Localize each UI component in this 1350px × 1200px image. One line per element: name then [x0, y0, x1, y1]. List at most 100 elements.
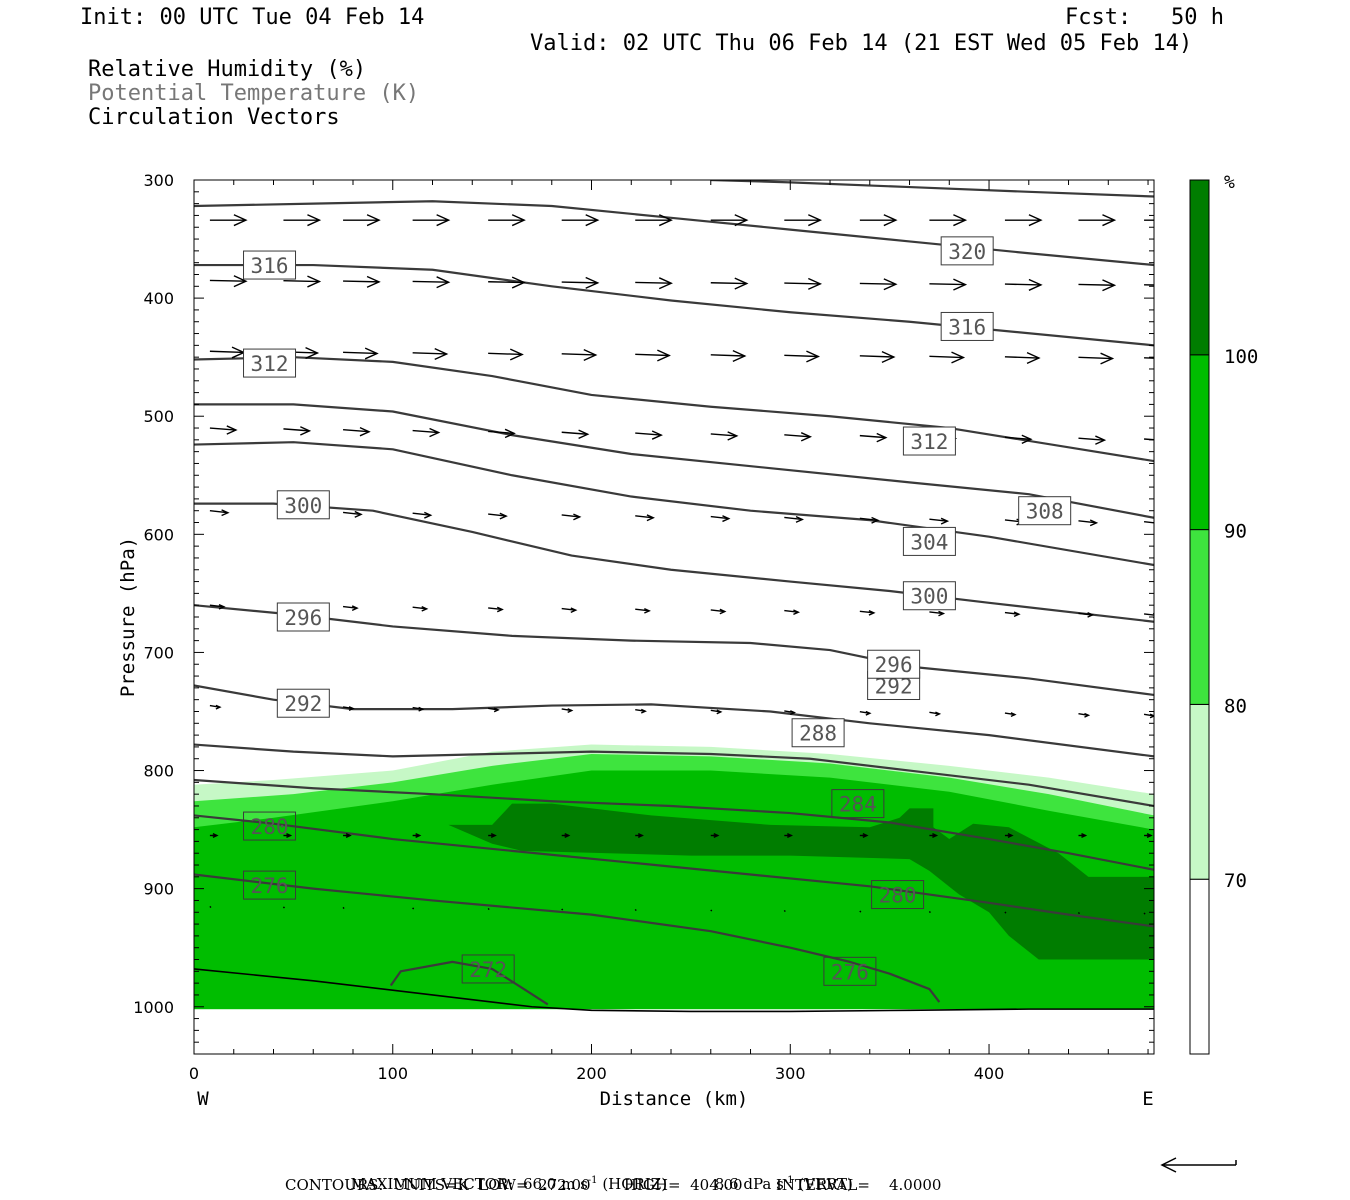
vector-head: [215, 704, 222, 710]
vector-head: [366, 275, 381, 288]
vector-head: [935, 711, 942, 717]
vector-head: [640, 708, 647, 714]
vector-head: [345, 833, 352, 838]
vector-head: [883, 278, 898, 291]
theta-label-text-292: 292: [284, 692, 322, 716]
vector-shaft: [635, 608, 650, 612]
vector-shaft: [282, 906, 285, 909]
vector-head: [434, 347, 449, 360]
vector-head: [429, 427, 441, 438]
vector-arrow: [1143, 912, 1146, 915]
theta-label-box-276: [823, 956, 877, 986]
theta-label-box-308: [1018, 496, 1072, 526]
vector-shaft: [412, 907, 415, 910]
vector-arrow: [784, 609, 801, 616]
vector-head: [212, 833, 219, 838]
theta-label-276: 276: [243, 870, 297, 900]
vector-head: [862, 833, 869, 838]
vector-arrow: [859, 278, 898, 291]
vector-arrow: [343, 426, 371, 437]
rh-fill-layer: [194, 744, 1154, 1010]
vector-shaft: [561, 908, 564, 911]
vector-arrow: [859, 610, 876, 616]
vector-arrow: [710, 909, 713, 912]
contours-footer: CONTOURS: UNITS=K LOW= 272.00 HIGH= 404.…: [285, 1176, 942, 1194]
vector-head: [953, 278, 968, 291]
theta-label-292: 292: [276, 688, 330, 718]
vector-arrow: [784, 710, 797, 716]
theta-label-300: 300: [902, 581, 956, 611]
theta-label-text-316: 316: [948, 315, 986, 339]
vector-head: [511, 276, 526, 289]
vector-head: [1102, 214, 1117, 227]
vector-arrow: [710, 515, 731, 523]
theta-contour-276: [194, 873, 941, 1003]
init-time: Init: 00 UTC Tue 04 Feb 14: [80, 5, 425, 30]
vector-head: [868, 610, 876, 616]
vector-arrow: [342, 605, 359, 611]
theta-contour-300: [194, 502, 1154, 623]
theta-label-text-272: 272: [469, 958, 507, 982]
vector-shaft: [1078, 612, 1093, 616]
vector-shaft: [859, 517, 878, 521]
vector-arrow: [710, 709, 723, 715]
vector-arrow: [283, 426, 312, 436]
y-tick-label-400: 400: [143, 289, 174, 308]
vector-shaft: [635, 281, 672, 284]
vector-head: [496, 606, 504, 613]
colorbar-unit: %: [1224, 172, 1235, 193]
vector-shaft: [635, 432, 662, 436]
vector-arrow: [710, 833, 720, 838]
vector-shaft: [209, 905, 212, 909]
vector-arrow: [1004, 214, 1043, 227]
vector-head: [637, 833, 644, 838]
vector-arrow: [784, 515, 805, 523]
theta-label-300: 300: [276, 490, 330, 520]
vector-arrow: [635, 277, 673, 290]
vector-head: [651, 430, 663, 440]
vector-shaft: [710, 282, 747, 285]
theta-label-296: 296: [276, 602, 330, 632]
colorbar-segment-0: [1189, 878, 1210, 1055]
vector-head: [808, 277, 823, 290]
rh-region-100: [448, 803, 1154, 960]
theta-label-text-316: 316: [251, 254, 289, 278]
theta-label-box-280: [243, 811, 297, 841]
vector-arrow: [412, 427, 441, 438]
vector-head: [658, 277, 673, 290]
vector-head: [734, 277, 749, 290]
vector-shaft: [342, 906, 345, 910]
vector-arrow: [1144, 219, 1154, 221]
vector-shaft: [1078, 437, 1105, 441]
vector-arrow: [561, 214, 600, 227]
vector-arrow: [635, 708, 647, 714]
vector-arrow: [343, 347, 379, 360]
vector-arrow: [1004, 833, 1014, 838]
vector-shaft: [561, 514, 580, 518]
vector-arrow: [1143, 612, 1154, 619]
vector-arrow: [859, 516, 880, 524]
vector-arrow: [710, 431, 739, 441]
vector-shaft: [343, 429, 370, 433]
vector-arrow: [710, 608, 727, 615]
theta-contour-280: [194, 814, 1154, 928]
vector-shaft: [209, 350, 244, 354]
vector-arrow: [783, 909, 786, 913]
vert-unit-exp: -1: [783, 1175, 794, 1186]
vector-arrow: [1078, 712, 1091, 718]
vector-arrow: [342, 706, 355, 711]
vector-head: [806, 350, 821, 363]
vector-head: [415, 833, 422, 838]
vector-shaft: [1144, 357, 1154, 359]
vector-arrow: [283, 833, 293, 838]
vector-head: [351, 605, 359, 611]
vector-head: [354, 510, 363, 518]
y-tick-label-800: 800: [143, 762, 174, 781]
vector-arrow: [635, 430, 663, 440]
vector-head: [881, 351, 896, 364]
vector-shaft: [343, 280, 380, 283]
colorbar-label-90: 90: [1224, 521, 1247, 543]
vector-shaft: [1078, 520, 1097, 524]
vector-shaft: [561, 431, 588, 435]
y-tick-label-300: 300: [143, 171, 174, 190]
